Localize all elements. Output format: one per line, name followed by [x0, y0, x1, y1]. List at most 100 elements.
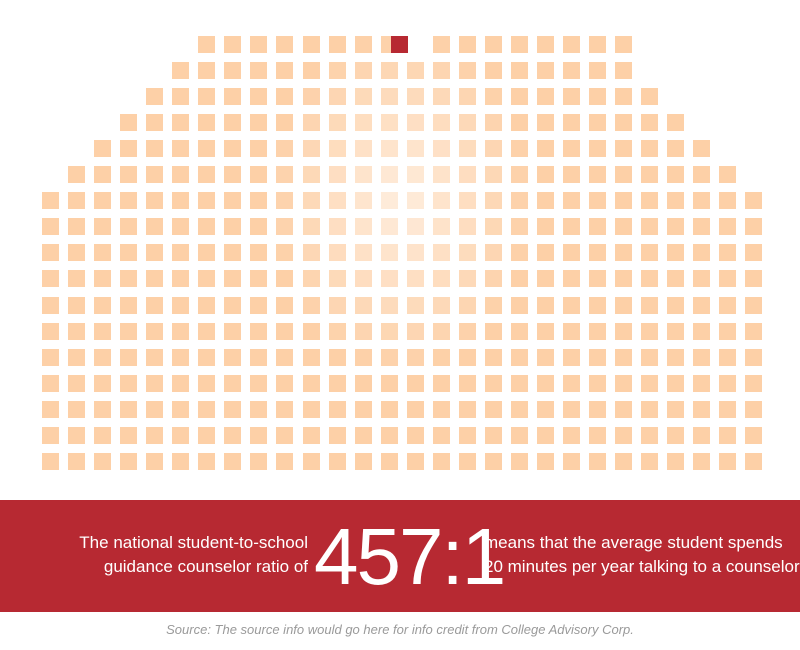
student-square [432, 36, 450, 53]
student-square [380, 270, 398, 288]
student-square [146, 374, 164, 392]
student-square [693, 192, 711, 210]
student-square [198, 36, 216, 53]
student-square [302, 452, 320, 470]
student-square [68, 192, 86, 210]
student-square [484, 166, 502, 184]
student-square [42, 348, 59, 366]
student-square [198, 348, 216, 366]
student-square [432, 218, 450, 236]
student-square [563, 62, 580, 80]
student-square [120, 452, 138, 470]
student-square [667, 452, 685, 470]
student-square [589, 452, 607, 470]
student-square [42, 218, 59, 236]
student-square [458, 166, 476, 184]
student-square [484, 140, 502, 158]
student-square [198, 296, 216, 314]
student-square [302, 166, 320, 184]
student-square [250, 114, 268, 132]
student-square [693, 218, 711, 236]
student-square [641, 114, 659, 132]
student-square [458, 374, 476, 392]
student-square [458, 218, 476, 236]
student-square [536, 36, 554, 53]
student-square [745, 374, 763, 392]
student-square [224, 36, 242, 53]
student-square [328, 244, 346, 262]
student-square [563, 296, 580, 314]
student-square [432, 322, 450, 340]
student-square [354, 296, 372, 314]
student-square [510, 218, 528, 236]
student-square [354, 426, 372, 444]
student-square [563, 140, 580, 158]
student-square [432, 114, 450, 132]
student-square [641, 374, 659, 392]
student-square [42, 400, 59, 418]
student-square [719, 192, 737, 210]
student-square [536, 426, 554, 444]
student-square [563, 192, 580, 210]
student-square [42, 374, 59, 392]
student-square [68, 452, 86, 470]
student-square [432, 244, 450, 262]
student-square [667, 166, 685, 184]
student-square [432, 62, 450, 80]
student-square [250, 88, 268, 106]
source-note: Source: The source info would go here fo… [166, 622, 634, 637]
student-square [120, 296, 138, 314]
student-square [563, 270, 580, 288]
student-square [276, 88, 294, 106]
student-square [302, 140, 320, 158]
student-square [94, 270, 112, 288]
student-square [641, 88, 659, 106]
student-square [510, 244, 528, 262]
student-square [563, 244, 580, 262]
student-square [146, 322, 164, 340]
student-square [406, 270, 424, 288]
student-square [536, 322, 554, 340]
student-square [536, 452, 554, 470]
student-square [458, 244, 476, 262]
student-square [120, 348, 138, 366]
student-square [380, 140, 398, 158]
student-square [693, 452, 711, 470]
student-square [432, 192, 450, 210]
student-square [615, 270, 633, 288]
student-square [146, 140, 164, 158]
student-square [563, 36, 580, 53]
student-square [354, 348, 372, 366]
student-square [667, 400, 685, 418]
student-square [432, 270, 450, 288]
student-square [745, 452, 763, 470]
student-square [94, 452, 112, 470]
student-square [484, 218, 502, 236]
student-square [641, 400, 659, 418]
student-square [484, 296, 502, 314]
student-square [536, 296, 554, 314]
student-square [380, 348, 398, 366]
student-square [615, 192, 633, 210]
student-square [458, 36, 476, 53]
student-square [458, 348, 476, 366]
student-square [510, 88, 528, 106]
student-square [198, 62, 216, 80]
student-square [745, 218, 763, 236]
student-square [198, 140, 216, 158]
student-square [693, 270, 711, 288]
student-square [302, 88, 320, 106]
student-square [380, 88, 398, 106]
student-square [615, 374, 633, 392]
student-square [354, 218, 372, 236]
student-square [380, 452, 398, 470]
student-square [328, 322, 346, 340]
student-square [146, 348, 164, 366]
student-square [589, 322, 607, 340]
student-square [224, 114, 242, 132]
student-square [276, 62, 294, 80]
student-square [120, 114, 138, 132]
student-square [406, 192, 424, 210]
student-square [719, 322, 737, 340]
student-square [302, 218, 320, 236]
